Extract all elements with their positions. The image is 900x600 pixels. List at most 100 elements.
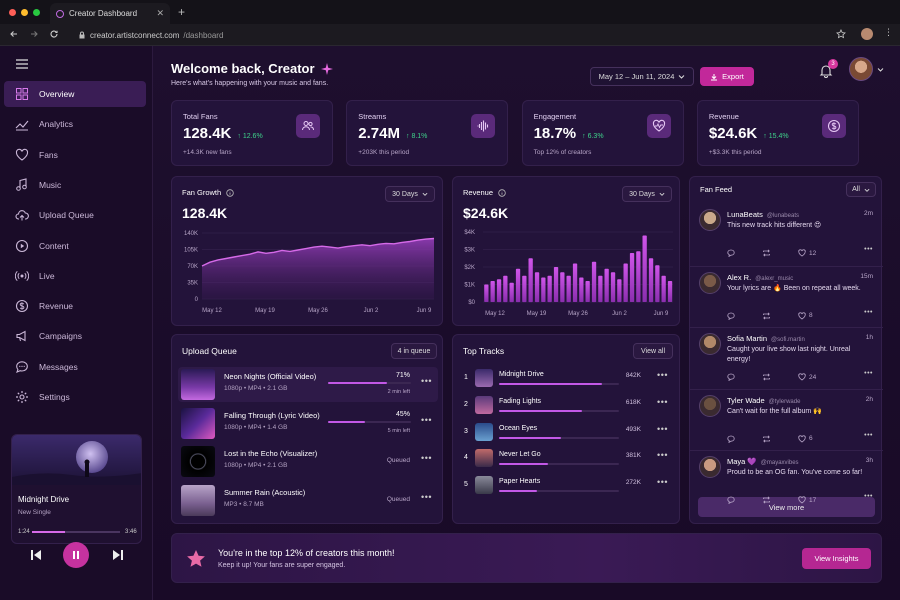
close-window-button[interactable]: [9, 9, 16, 16]
previous-track-icon[interactable]: [30, 549, 42, 561]
more-options-icon[interactable]: •••: [657, 370, 668, 380]
minimize-window-button[interactable]: [21, 9, 28, 16]
fan-feed-item[interactable]: Alex R. @alexr_music 15m Your lyrics are 🔥 …: [690, 265, 883, 324]
fan-avatar[interactable]: [699, 209, 721, 231]
more-options-icon[interactable]: •••: [421, 376, 432, 386]
like-button[interactable]: 12: [798, 249, 816, 257]
sidebar-item-content[interactable]: Content: [4, 233, 146, 259]
fan-name[interactable]: Alex R.: [727, 272, 752, 282]
repost-button[interactable]: [762, 373, 771, 381]
user-avatar[interactable]: [849, 57, 873, 81]
comment-button[interactable]: [727, 435, 735, 443]
top-track-row[interactable]: 2 Fading Lights 618K •••: [453, 394, 681, 418]
new-tab-button[interactable]: +: [178, 5, 186, 19]
url-field[interactable]: creator.artistconnect.com/dashboard: [70, 27, 852, 43]
more-options-icon[interactable]: •••: [864, 308, 873, 316]
top-track-row[interactable]: 3 Ocean Eyes 493K •••: [453, 421, 681, 445]
upload-queue-item[interactable]: Summer Rain (Acoustic) MP3 • 8.7 MB Queued…: [178, 483, 438, 518]
music-note-icon: [16, 178, 27, 191]
next-track-icon[interactable]: [112, 549, 124, 561]
more-options-icon[interactable]: •••: [657, 477, 668, 488]
comment-button[interactable]: [727, 373, 735, 381]
more-options-icon[interactable]: •••: [864, 246, 873, 253]
track-artwork: [475, 369, 493, 387]
browser-profile-avatar[interactable]: [861, 28, 873, 40]
more-options-icon[interactable]: •••: [864, 370, 873, 377]
sidebar-item-analytics[interactable]: Analytics: [4, 111, 146, 137]
fan-growth-range-select[interactable]: 30 Days: [385, 186, 435, 202]
forward-arrow-icon[interactable]: [29, 29, 39, 39]
reload-icon[interactable]: [49, 29, 59, 39]
bookmark-star-icon[interactable]: [836, 29, 846, 39]
browser-menu-icon[interactable]: ⋮: [884, 27, 893, 37]
top-track-row[interactable]: 1 Midnight Drive 842K •••: [453, 367, 681, 391]
comment-button[interactable]: [727, 312, 735, 320]
info-icon[interactable]: [226, 188, 234, 197]
fan-feed-item[interactable]: Sofia Martin @sofi.martin 1h Caught your li…: [690, 327, 883, 385]
sidebar-item-messages[interactable]: Messages: [4, 354, 146, 380]
sidebar-item-settings[interactable]: Settings: [4, 384, 146, 410]
like-heart-icon: [798, 496, 806, 504]
upload-queue-item[interactable]: Falling Through (Lyric Video) 1080p • MP4…: [178, 406, 438, 441]
play-pause-button[interactable]: [63, 542, 89, 568]
fan-name[interactable]: Tyler Wade: [727, 395, 765, 405]
upload-queue-item[interactable]: Lost in the Echo (Visualizer) 1080p • MP4…: [178, 444, 438, 479]
repost-button[interactable]: [762, 496, 771, 504]
fan-name[interactable]: LunaBeats: [727, 210, 763, 219]
like-button[interactable]: 8: [798, 311, 813, 320]
maximize-window-button[interactable]: [33, 9, 40, 16]
repost-button[interactable]: [762, 312, 771, 320]
sidebar-item-overview[interactable]: Overview: [4, 81, 146, 107]
fan-feed-item[interactable]: LunaBeats @lunabeats 2m This new track hits…: [690, 204, 883, 262]
more-options-icon[interactable]: •••: [657, 450, 668, 461]
more-options-icon[interactable]: •••: [864, 493, 873, 500]
hamburger-menu-icon[interactable]: [15, 58, 29, 70]
account-chevron-icon[interactable]: [877, 66, 884, 73]
fan-name[interactable]: Sofia Martin: [727, 334, 768, 343]
like-button[interactable]: 24: [798, 373, 816, 381]
top-track-row[interactable]: 5 Paper Hearts 272K •••: [453, 474, 681, 498]
sidebar-item-upload-queue[interactable]: Upload Queue: [4, 202, 146, 228]
sidebar-item-music[interactable]: Music: [4, 172, 146, 198]
repost-button[interactable]: [762, 435, 771, 443]
sidebar-item-revenue[interactable]: Revenue: [4, 293, 146, 319]
view-all-tracks-button[interactable]: View all: [633, 343, 673, 359]
top-track-row[interactable]: 4 Never Let Go 381K •••: [453, 447, 681, 471]
sidebar-item-fans[interactable]: Fans: [4, 142, 146, 168]
fan-avatar[interactable]: [699, 394, 721, 417]
more-options-icon[interactable]: •••: [657, 423, 668, 434]
tab-close-icon[interactable]: ✕: [156, 8, 164, 18]
comment-button[interactable]: [727, 249, 735, 257]
more-options-icon[interactable]: •••: [421, 453, 432, 463]
fan-feed-item[interactable]: Maya 💜 @mayaxvibes 3h Proud to be an OG fan…: [690, 450, 883, 508]
export-button[interactable]: Export: [700, 67, 754, 86]
more-options-icon[interactable]: •••: [421, 414, 432, 425]
more-options-icon[interactable]: •••: [421, 491, 432, 502]
fan-feed-filter[interactable]: All: [846, 182, 876, 197]
like-button[interactable]: 6: [798, 434, 813, 443]
stat-change: ↑ 8.1%: [406, 133, 428, 140]
more-options-icon[interactable]: •••: [657, 396, 668, 407]
browser-tab[interactable]: Creator Dashboard ✕: [50, 3, 170, 24]
view-insights-button[interactable]: View Insights: [802, 548, 871, 569]
stat-value: $24.6K: [708, 125, 758, 142]
comment-button[interactable]: [727, 496, 735, 504]
fan-avatar[interactable]: [699, 271, 721, 294]
like-button[interactable]: 17: [798, 496, 816, 504]
upload-queue-item[interactable]: Neon Nights (Official Video) 1080p • MP4 …: [178, 367, 438, 402]
repost-button[interactable]: [762, 249, 771, 257]
sidebar-item-campaigns[interactable]: Campaigns: [4, 323, 146, 349]
date-range-picker[interactable]: May 12 – Jun 11, 2024: [590, 67, 694, 86]
player-seek-bar[interactable]: [32, 531, 120, 533]
back-arrow-icon[interactable]: [9, 29, 19, 39]
fan-avatar[interactable]: [699, 456, 721, 478]
view-more-button[interactable]: View more: [698, 497, 875, 517]
fan-avatar[interactable]: [699, 333, 721, 355]
info-icon[interactable]: [498, 188, 506, 197]
fan-name[interactable]: Maya 💜: [727, 457, 757, 466]
track-plays: 272K: [625, 479, 641, 487]
revenue-range-select[interactable]: 30 Days: [622, 186, 672, 202]
more-options-icon[interactable]: •••: [864, 431, 873, 439]
sidebar-item-live[interactable]: Live: [4, 263, 146, 289]
fan-feed-item[interactable]: Tyler Wade @tylerwade 2h Can't wait for the…: [690, 388, 883, 447]
